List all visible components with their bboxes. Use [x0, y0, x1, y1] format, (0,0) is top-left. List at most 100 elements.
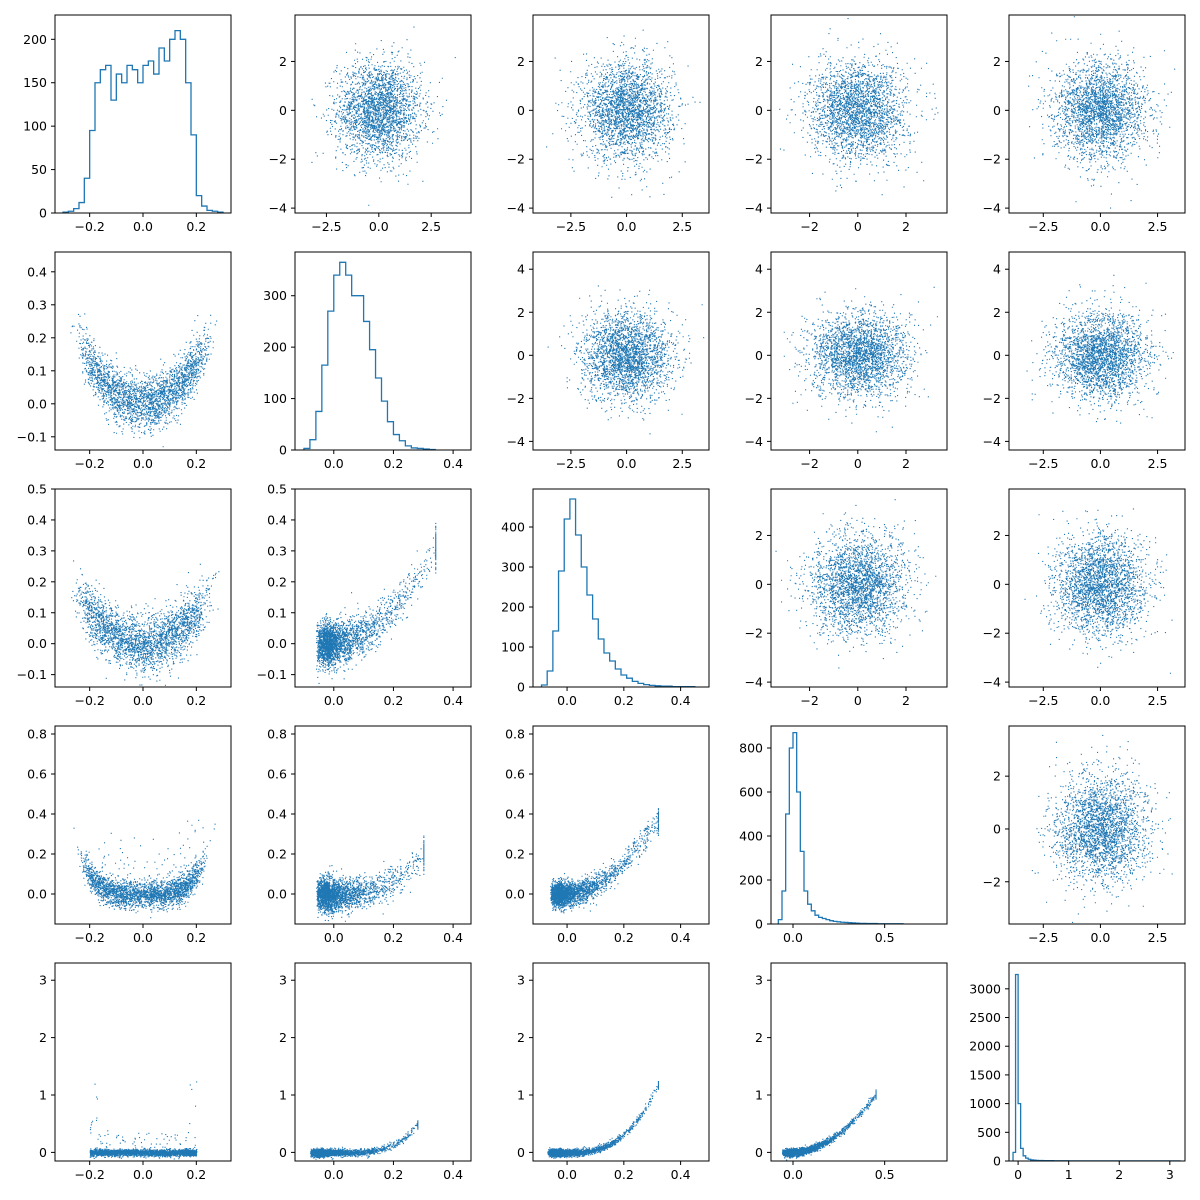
y-tick-label: 200: [739, 873, 763, 888]
x-tick-label: −2.5: [1028, 693, 1058, 708]
y-tick-label: 0: [517, 348, 525, 363]
axes-frame: [770, 14, 948, 214]
axes-frame: [532, 14, 710, 214]
y-tick-label: 600: [739, 785, 763, 800]
y-tick-label: 2: [755, 528, 763, 543]
panel-r4-c0: −0.2 0.0 0.2 0 1 2 3: [39, 962, 232, 1182]
axes-frame: [294, 14, 472, 214]
plot-area: [89, 1081, 198, 1160]
y-tick-label: 0.2: [27, 574, 47, 589]
scatter-points: [89, 1081, 198, 1160]
panel-r2-c3: −2 0 2 −4 −2 0 2: [745, 488, 948, 708]
plot-area: [315, 522, 437, 684]
panel-r4-c1: 0.0 0.2 0.4 0 1 2 3: [279, 962, 472, 1182]
x-tick-label: 2.5: [672, 456, 692, 471]
x-tick-label: 0.2: [383, 693, 403, 708]
y-tick-label: −0.1: [17, 667, 47, 682]
axes-frame: [294, 251, 472, 451]
axes-frame: [1008, 251, 1186, 451]
y-tick-label: 0: [755, 917, 763, 932]
scatter-points: [310, 1120, 419, 1160]
histogram-step-line: [1012, 973, 1181, 1161]
y-tick-label: 1500: [969, 1067, 1001, 1082]
y-tick-label: 3: [755, 973, 763, 988]
y-tick-label: 0.3: [27, 297, 47, 312]
y-tick-label: 0: [993, 1154, 1001, 1169]
x-tick-label: 0.0: [1090, 930, 1110, 945]
y-tick-label: 400: [739, 829, 763, 844]
x-tick-label: 0.5: [875, 930, 895, 945]
panel-r1-c4: −2.5 0.0 2.5 −4 −2 0 2 4: [983, 251, 1186, 471]
x-tick-label: 0.0: [133, 693, 153, 708]
y-tick-label: 0.4: [267, 512, 287, 527]
x-tick-label: 0.0: [617, 456, 637, 471]
x-tick-label: 2.5: [1148, 930, 1168, 945]
y-tick-label: 2500: [969, 1010, 1001, 1025]
y-tick-label: 2: [279, 1030, 287, 1045]
y-tick-label: 0.5: [267, 482, 287, 497]
x-tick-label: −0.2: [74, 930, 104, 945]
x-tick-label: 2: [902, 456, 910, 471]
y-tick-label: −4: [269, 201, 287, 216]
x-tick-label: 0.4: [671, 1167, 691, 1182]
x-tick-label: 0.0: [133, 456, 153, 471]
panel-r3-c0: −0.2 0.0 0.2 0.0 0.2 0.4 0.6 0.8: [27, 725, 232, 945]
y-tick-label: 0: [517, 1145, 525, 1160]
scatter-points: [71, 560, 220, 686]
x-tick-label: 0.4: [443, 456, 463, 471]
x-tick-label: 3: [1166, 1167, 1174, 1182]
x-tick-label: 0.2: [186, 693, 206, 708]
axes-frame: [770, 962, 948, 1162]
panel-r0-c4: −2.5 0.0 2.5 −4 −2 0 2: [983, 14, 1186, 234]
y-tick-label: 100: [501, 640, 525, 655]
y-tick-label: 2: [517, 305, 525, 320]
x-tick-label: 0.5: [875, 1167, 895, 1182]
plot-area: [303, 261, 436, 450]
scatter-points: [73, 819, 216, 919]
y-tick-label: 800: [739, 741, 763, 756]
axes-frame: [1008, 725, 1186, 925]
plot-area: [540, 498, 696, 687]
y-tick-label: 0: [517, 680, 525, 695]
y-tick-label: −4: [745, 201, 763, 216]
x-tick-label: 0.2: [186, 930, 206, 945]
plot-area: [783, 286, 938, 433]
scatter-points: [1026, 274, 1185, 424]
y-tick-label: −4: [983, 434, 1001, 449]
y-tick-label: 0.3: [267, 543, 287, 558]
y-tick-label: −4: [983, 675, 1001, 690]
y-tick-label: 2000: [969, 1039, 1001, 1054]
y-tick-label: 0.4: [27, 512, 47, 527]
plot-area: [779, 18, 939, 196]
y-tick-label: 0.4: [27, 807, 47, 822]
y-tick-label: 0.0: [27, 887, 47, 902]
y-tick-label: 3: [517, 973, 525, 988]
scatter-points: [782, 1089, 877, 1161]
y-tick-label: 2: [279, 54, 287, 69]
y-tick-label: 2: [755, 305, 763, 320]
y-tick-label: −2: [507, 391, 525, 406]
x-tick-label: 0.0: [133, 219, 153, 234]
x-tick-label: 0.0: [324, 930, 344, 945]
y-tick-label: 0.4: [27, 264, 47, 279]
x-tick-label: 0.2: [383, 1167, 403, 1182]
scatter-points: [1024, 508, 1173, 674]
x-tick-label: 0: [854, 219, 862, 234]
panel-r3-c2: 0.0 0.2 0.4 0.0 0.2 0.4 0.6 0.8: [505, 725, 710, 945]
plot-area: [547, 285, 705, 435]
panel-r4-c2: 0.0 0.2 0.4 0 1 2 3: [517, 962, 710, 1182]
y-tick-label: 2: [993, 54, 1001, 69]
plot-area: [546, 29, 701, 198]
y-tick-label: 150: [23, 75, 47, 90]
x-tick-label: 0.0: [1090, 693, 1110, 708]
y-tick-label: 300: [501, 560, 525, 575]
scatter-points: [783, 286, 938, 433]
plot-area: [73, 819, 216, 919]
panel-r0-c1: −2.5 0.0 2.5 −4 −2 0 2: [269, 14, 472, 234]
y-tick-label: 0.2: [27, 847, 47, 862]
panel-r4-c3: 0.0 0.5 0 1 2 3: [755, 962, 948, 1182]
x-tick-label: 0.2: [186, 219, 206, 234]
y-tick-label: 100: [23, 119, 47, 134]
panel-r3-c4: −2.5 0.0 2.5 −2 0 2: [983, 725, 1186, 945]
y-tick-label: 0: [279, 103, 287, 118]
